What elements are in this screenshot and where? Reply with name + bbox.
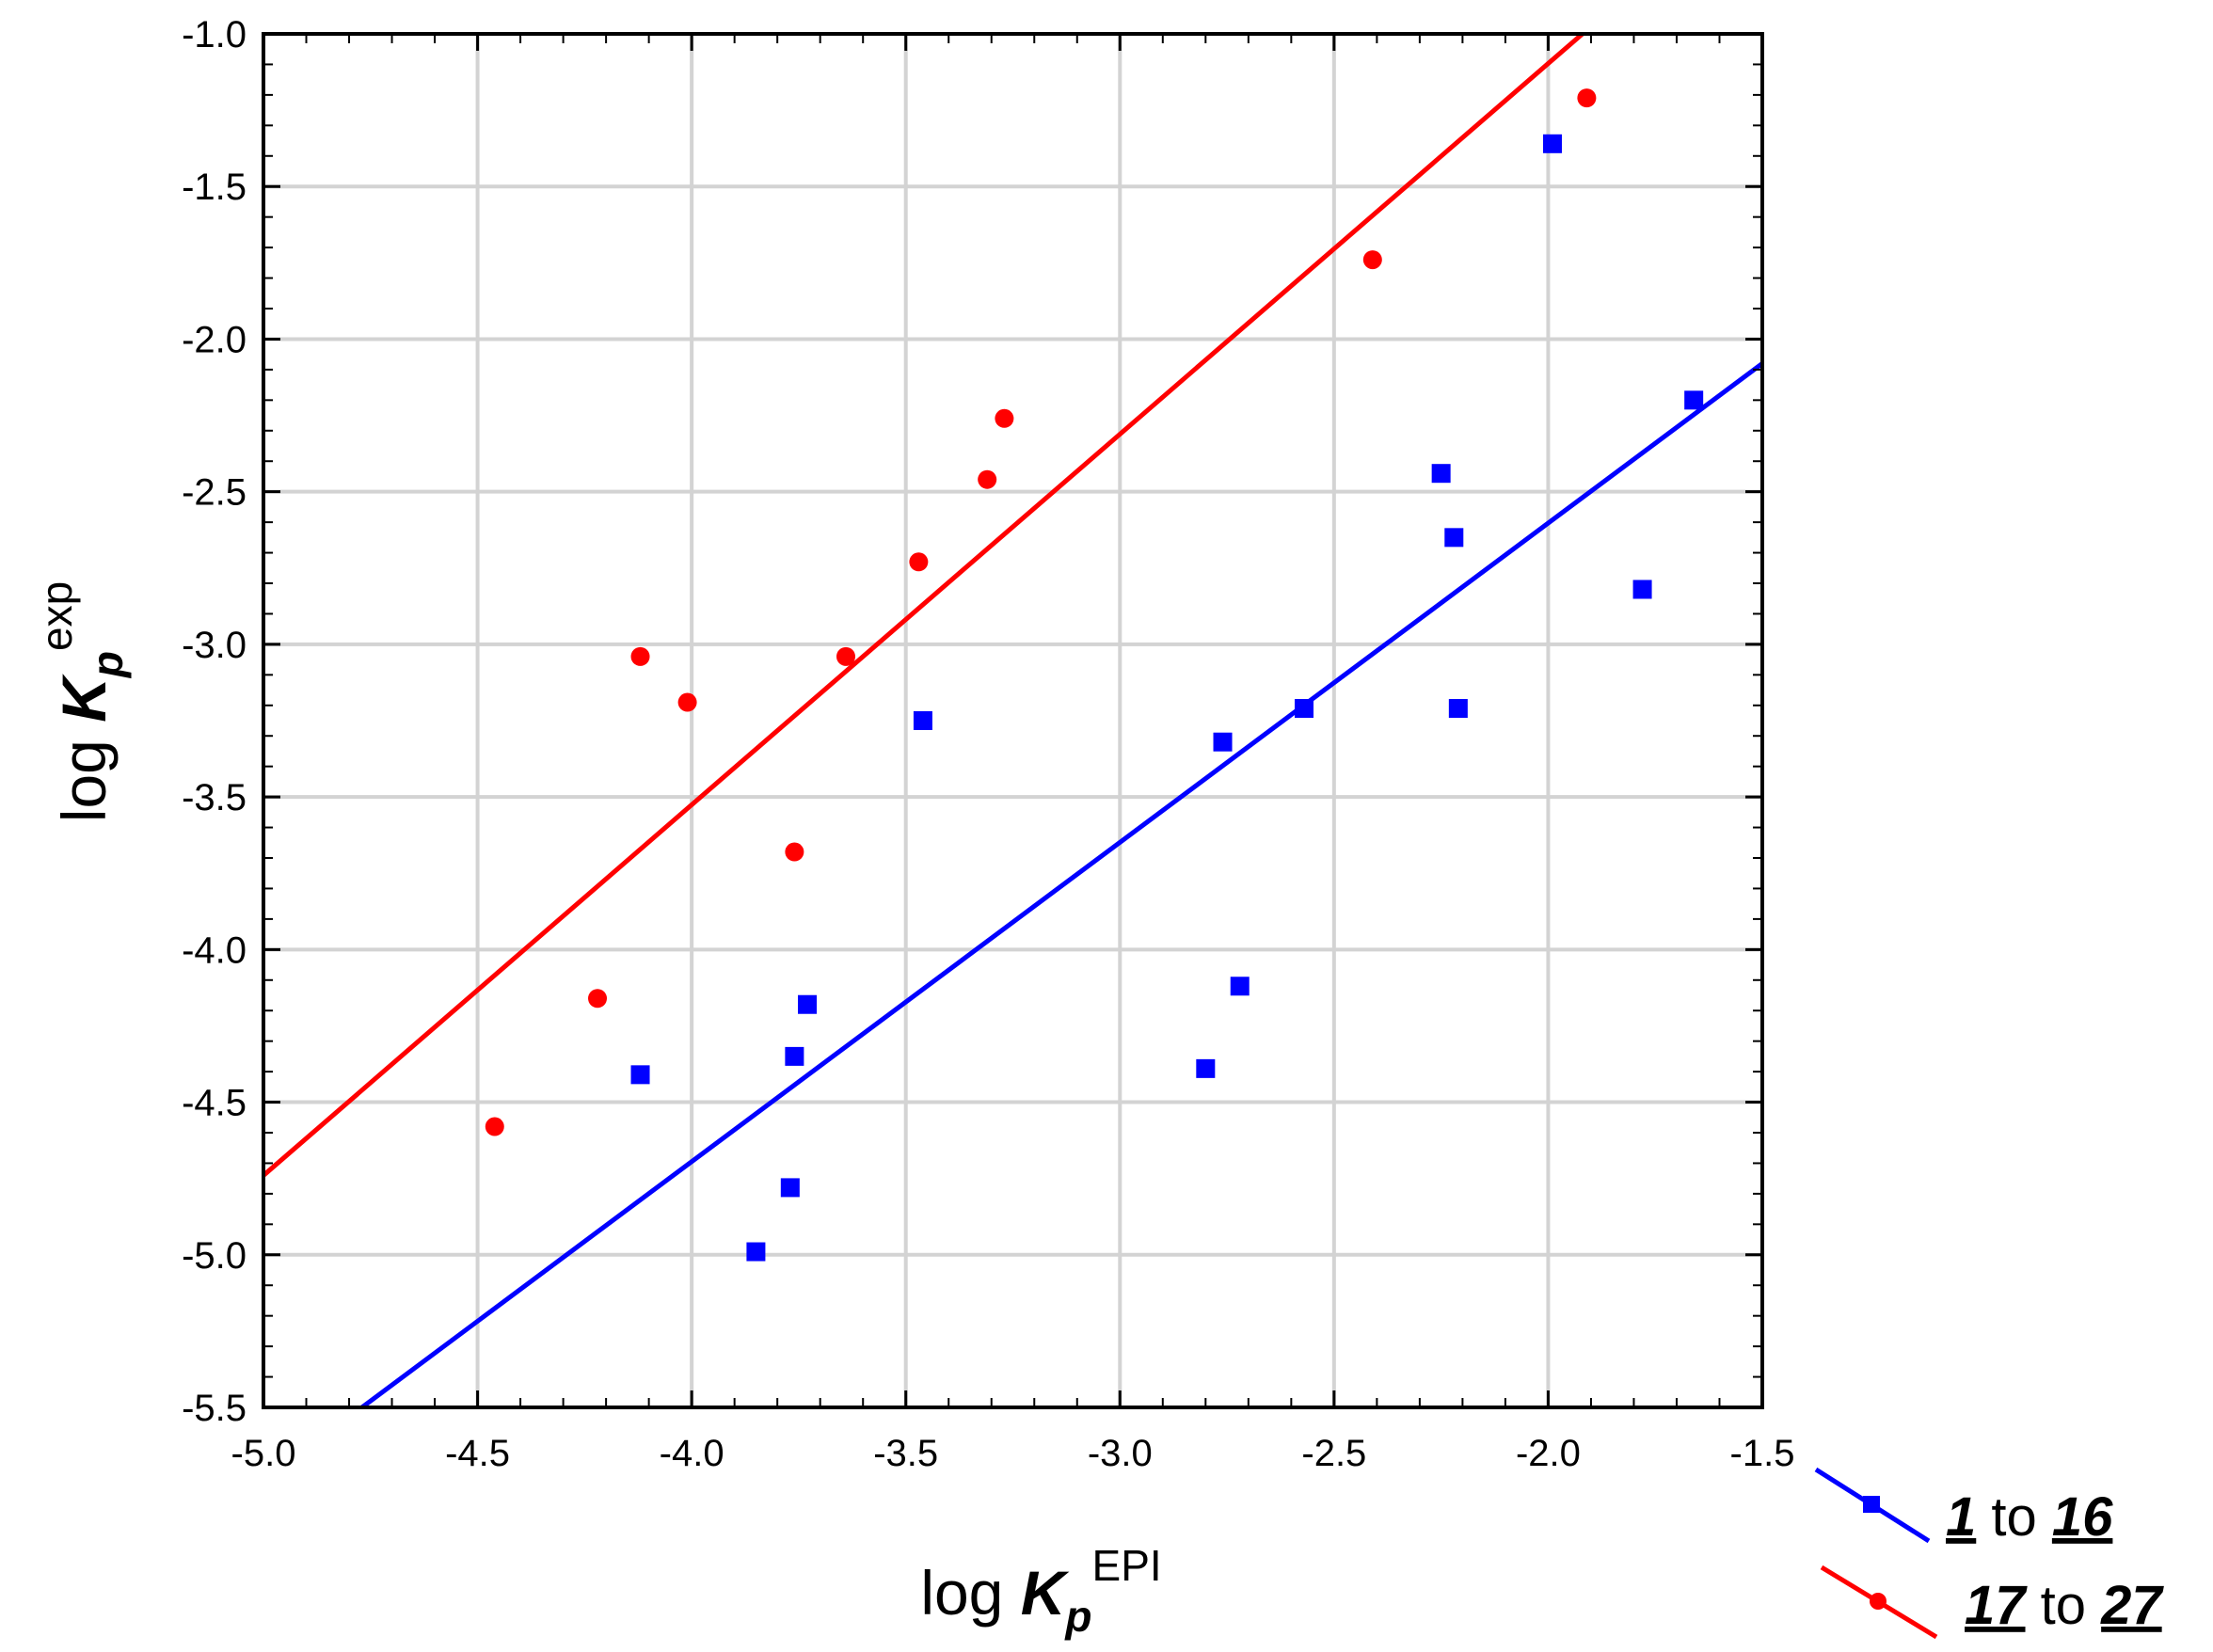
x-tick-label: -2.0 <box>1516 1433 1581 1474</box>
data-point-blue-square <box>630 1065 650 1085</box>
y-tick-label: -5.0 <box>182 1235 247 1277</box>
legend-item-blue: 1 to 16 <box>1814 1467 2113 1548</box>
data-point-blue-square <box>798 994 818 1014</box>
y-tick-label: -1.0 <box>182 14 247 56</box>
x-axis-title-prefix: log <box>920 1558 1020 1628</box>
data-point-red-circle <box>485 1117 504 1136</box>
data-point-blue-square <box>1230 977 1250 996</box>
data-point-red-circle <box>995 408 1014 428</box>
fit-line-red <box>262 32 1584 1178</box>
x-axis-title-subscript: p <box>1063 1592 1091 1641</box>
data-point-red-circle <box>836 646 855 666</box>
x-tick-label: -5.0 <box>231 1433 296 1474</box>
data-point-blue-square <box>746 1242 766 1262</box>
y-tick-label: -5.5 <box>182 1388 247 1429</box>
legend-label-red-end: 27 <box>2100 1575 2164 1636</box>
x-tick-label: -1.5 <box>1730 1433 1795 1474</box>
data-point-red-circle <box>909 552 929 572</box>
y-tick-label: -3.0 <box>182 625 247 666</box>
data-point-blue-square <box>1448 699 1468 719</box>
axis-ticks <box>262 32 1764 1409</box>
data-point-red-circle <box>1577 88 1597 108</box>
x-tick-label: -4.0 <box>660 1433 724 1474</box>
y-tick-label: -2.5 <box>182 472 247 514</box>
data-point-blue-square <box>1542 134 1562 153</box>
data-point-red-circle <box>978 469 997 489</box>
x-tick-label: -3.0 <box>1088 1433 1153 1474</box>
y-axis-title-symbol: K <box>49 674 119 723</box>
legend-label-blue: 1 to 16 <box>1946 1486 2113 1548</box>
data-point-red-circle <box>677 692 697 712</box>
legend-marker-blue <box>1863 1496 1880 1513</box>
plot-frame <box>262 32 1764 1409</box>
y-axis-title-subscript: p <box>83 651 132 679</box>
data-point-blue-square <box>1444 528 1464 548</box>
x-axis-title-superscript: EPI <box>1092 1541 1162 1590</box>
legend: 1 to 16 17 to 27 <box>1814 1467 2164 1640</box>
data-point-blue-square <box>1431 464 1451 484</box>
y-tick-label: -1.5 <box>182 167 247 208</box>
data-point-blue-square <box>1213 732 1233 752</box>
y-tick-label: -3.5 <box>182 777 247 818</box>
data-point-red-circle <box>1362 250 1382 270</box>
x-tick-label: -3.5 <box>873 1433 938 1474</box>
legend-label-red-middle: to <box>2026 1575 2102 1636</box>
data-point-blue-square <box>785 1046 804 1066</box>
x-axis-title-symbol: K <box>1021 1558 1070 1628</box>
data-point-blue-square <box>1294 699 1313 719</box>
data-point-blue-square <box>1196 1058 1216 1078</box>
data-point-blue-square <box>1632 580 1652 599</box>
legend-marker-red <box>1870 1593 1887 1610</box>
legend-label-red-start: 17 <box>1965 1575 2028 1636</box>
data-point-red-circle <box>785 842 804 862</box>
data-point-blue-square <box>1684 390 1704 410</box>
data-points <box>485 88 1704 1262</box>
legend-label-red: 17 to 27 <box>1965 1575 2164 1636</box>
legend-label-blue-start: 1 <box>1946 1486 1976 1548</box>
legend-label-blue-middle: to <box>1976 1486 2052 1548</box>
y-tick-label: -4.5 <box>182 1083 247 1124</box>
y-axis-title: log Kpexp <box>32 581 132 822</box>
legend-item-red: 17 to 27 <box>1820 1565 2164 1640</box>
x-axis-title: log KpEPI <box>920 1541 1161 1641</box>
y-tick-label: -4.0 <box>182 929 247 971</box>
data-point-blue-square <box>780 1178 800 1198</box>
y-tick-label: -2.0 <box>182 319 247 360</box>
legend-label-blue-end: 16 <box>2052 1486 2113 1548</box>
fit-lines <box>262 32 1764 1410</box>
tick-labels: -5.0 -4.5 -4.0 -3.5 -3.0 -2.5 -2.0 -1.5 -1.0 -1.5… <box>182 14 1794 1474</box>
y-axis-title-prefix: log <box>49 723 119 822</box>
y-axis-title-superscript: exp <box>32 581 81 651</box>
data-point-blue-square <box>913 711 932 730</box>
grid-lines <box>263 34 1762 1407</box>
fit-line-blue <box>360 361 1764 1410</box>
data-point-red-circle <box>588 989 608 1009</box>
x-tick-label: -2.5 <box>1301 1433 1366 1474</box>
data-point-red-circle <box>630 646 650 666</box>
x-tick-label: -4.5 <box>445 1433 510 1474</box>
